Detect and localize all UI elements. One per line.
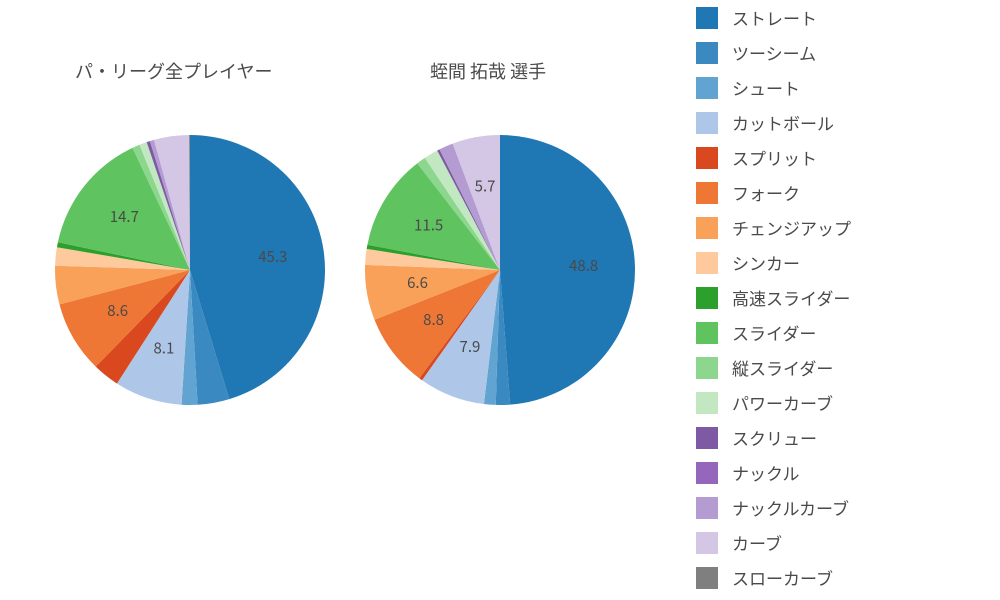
legend-label-fast_slider: 高速スライダー	[732, 285, 850, 310]
pie-slice-label-cutball: 7.9	[460, 336, 481, 357]
legend-swatch-straight	[696, 7, 718, 29]
pie-slice-knuckle_curve	[439, 144, 500, 270]
legend-item-shoot: シュート	[696, 70, 976, 105]
pie-title-player: 蛭間 拓哉 選手	[430, 58, 546, 84]
legend-item-fast_slider: 高速スライダー	[696, 280, 976, 315]
legend-label-knuckle: ナックル	[732, 460, 800, 485]
legend-item-knuckle: ナックル	[696, 455, 976, 490]
pie-slice-vert_slider	[133, 145, 190, 270]
legend-swatch-screw	[696, 427, 718, 449]
legend-item-straight: ストレート	[696, 0, 976, 35]
pie-slice-curve	[154, 135, 190, 270]
legend-item-cutball: カットボール	[696, 105, 976, 140]
legend-item-screw: スクリュー	[696, 420, 976, 455]
legend-label-curve: カーブ	[732, 530, 782, 555]
legend-item-split: スプリット	[696, 140, 976, 175]
pie-slice-fast_slider	[367, 245, 500, 270]
pie-slice-label-curve: 5.7	[475, 176, 496, 197]
pie-slice-label-slider: 11.5	[414, 214, 443, 235]
legend-swatch-cutball	[696, 112, 718, 134]
pie-slice-straight	[190, 135, 325, 399]
pie-slice-power_curve	[425, 150, 500, 270]
pie-slice-shoot	[182, 270, 198, 405]
pie-slice-fork	[59, 270, 190, 367]
pie-slice-shoot	[484, 270, 500, 405]
pie-slice-sinker	[365, 249, 500, 270]
legend-label-straight: ストレート	[732, 5, 817, 30]
legend-label-fork: フォーク	[732, 180, 800, 205]
legend-label-split: スプリット	[732, 145, 817, 170]
legend-label-vert_slider: 縦スライダー	[732, 355, 833, 380]
legend-item-knuckle_curve: ナックルカーブ	[696, 490, 976, 525]
legend-label-slider: スライダー	[732, 320, 816, 345]
legend-label-changeup: チェンジアップ	[732, 215, 851, 240]
legend-swatch-vert_slider	[696, 357, 718, 379]
legend-item-power_curve: パワーカーブ	[696, 385, 976, 420]
pie-slice-cutball	[117, 270, 190, 405]
legend-swatch-twoseam	[696, 42, 718, 64]
legend-swatch-knuckle_curve	[696, 497, 718, 519]
pie-slice-changeup	[55, 266, 190, 305]
legend-label-knuckle_curve: ナックルカーブ	[732, 495, 849, 520]
pie-slice-fast_slider	[57, 242, 190, 270]
pie-slice-label-cutball: 8.1	[153, 338, 174, 359]
pie-slice-label-fork: 8.8	[423, 309, 444, 330]
legend-swatch-slow_curve	[696, 567, 718, 589]
chart-stage: パ・リーグ全プレイヤー 45.3 8.1 8.6 14.7 蛭間 拓哉 選手 48.8…	[0, 0, 1000, 600]
legend-item-fork: フォーク	[696, 175, 976, 210]
legend-item-slider: スライダー	[696, 315, 976, 350]
legend-item-curve: カーブ	[696, 525, 976, 560]
pie-slice-split	[96, 270, 190, 384]
pie-slice-screw	[147, 141, 190, 270]
pie-slice-knuckle_curve	[150, 140, 190, 270]
legend-label-screw: スクリュー	[732, 425, 817, 450]
pie-slice-label-slider: 14.7	[110, 206, 139, 227]
legend-label-power_curve: パワーカーブ	[732, 390, 833, 415]
legend-swatch-shoot	[696, 77, 718, 99]
legend-swatch-split	[696, 147, 718, 169]
pie-slice-power_curve	[140, 142, 190, 270]
pie-slice-split	[419, 270, 500, 380]
legend-swatch-knuckle	[696, 462, 718, 484]
pie-slice-vert_slider	[417, 158, 500, 270]
legend-label-twoseam: ツーシーム	[732, 40, 816, 65]
legend-label-shoot: シュート	[732, 75, 800, 100]
pie-slice-label-straight: 45.3	[258, 246, 287, 267]
legend-item-sinker: シンカー	[696, 245, 976, 280]
legend-label-sinker: シンカー	[732, 250, 800, 275]
legend-label-slow_curve: スローカーブ	[732, 565, 833, 590]
legend-item-changeup: チェンジアップ	[696, 210, 976, 245]
pie-slice-sinker	[55, 247, 190, 270]
pie-slice-straight	[500, 135, 635, 405]
legend-label-cutball: カットボール	[732, 110, 834, 135]
legend-item-twoseam: ツーシーム	[696, 35, 976, 70]
legend-swatch-sinker	[696, 252, 718, 274]
pie-slice-slider	[367, 163, 500, 270]
pie-slice-label-fork: 8.6	[107, 300, 128, 321]
legend-item-slow_curve: スローカーブ	[696, 560, 976, 595]
pie-slice-label-changeup: 6.6	[407, 272, 428, 293]
legend-swatch-fast_slider	[696, 287, 718, 309]
legend-swatch-fork	[696, 182, 718, 204]
pie-title-league: パ・リーグ全プレイヤー	[75, 58, 272, 84]
pie-slice-cutball	[422, 270, 500, 404]
pie-slice-label-straight: 48.8	[569, 255, 598, 276]
pie-slice-twoseam	[496, 270, 510, 405]
legend-swatch-power_curve	[696, 392, 718, 414]
pie-slice-slider	[58, 148, 190, 270]
legend-swatch-curve	[696, 532, 718, 554]
pie-slice-slow_curve	[189, 135, 190, 270]
pie-slice-screw	[437, 149, 500, 270]
pie-slice-curve	[453, 135, 500, 270]
legend: ストレートツーシームシュートカットボールスプリットフォークチェンジアップシンカー…	[696, 0, 976, 595]
legend-swatch-slider	[696, 322, 718, 344]
pie-slice-twoseam	[190, 270, 229, 405]
legend-swatch-changeup	[696, 217, 718, 239]
pie-slice-fork	[374, 270, 500, 378]
legend-item-vert_slider: 縦スライダー	[696, 350, 976, 385]
pie-slice-changeup	[365, 265, 500, 320]
